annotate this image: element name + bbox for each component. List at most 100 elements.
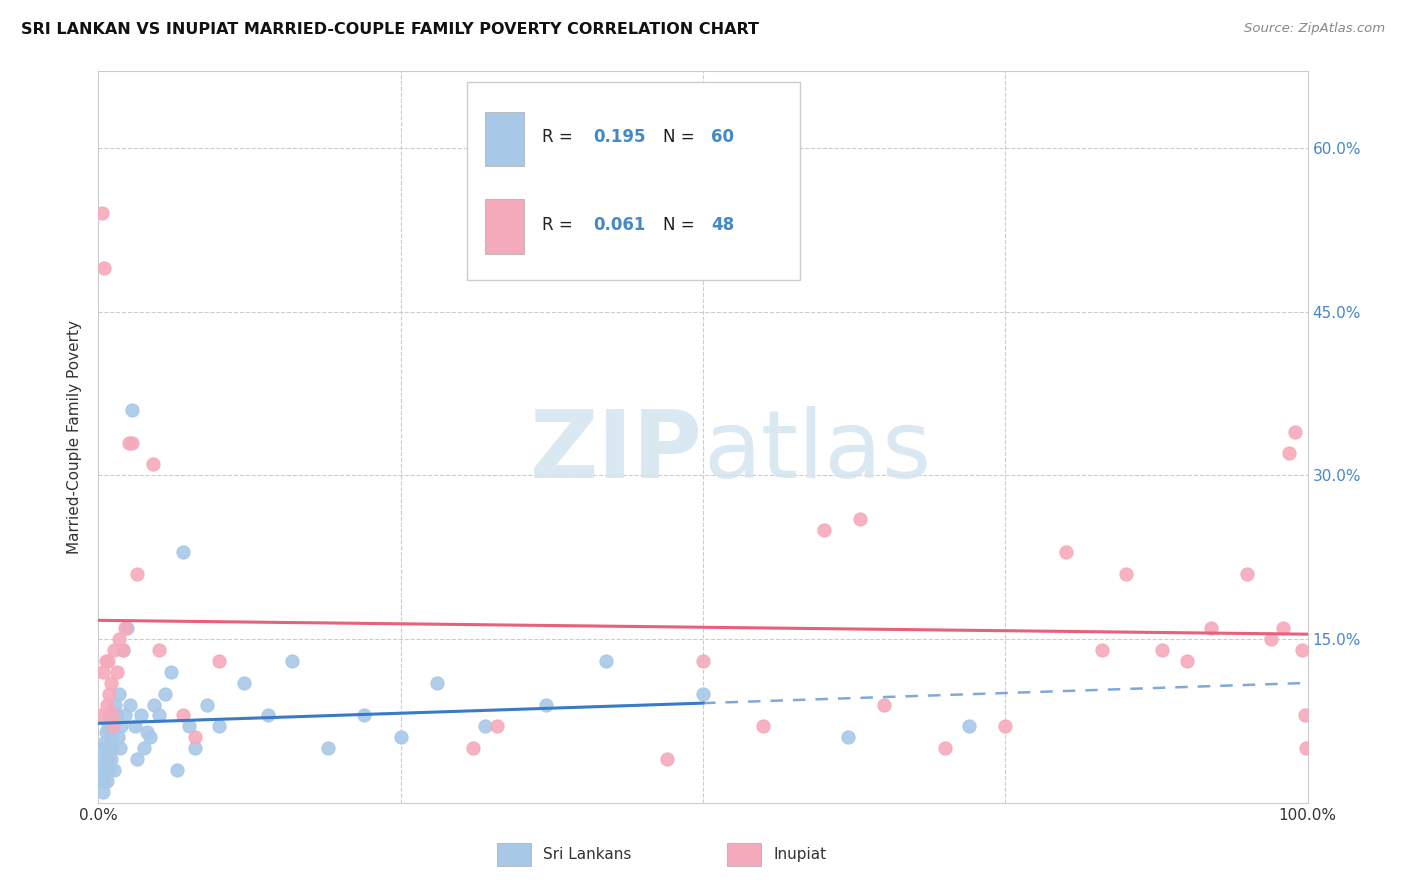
Point: [110, 719, 132, 733]
Point: [1291, 643, 1313, 657]
Point: [91, 206, 114, 220]
Point: [93, 736, 115, 750]
Point: [114, 708, 136, 723]
Point: [256, 708, 278, 723]
Point: [837, 731, 859, 745]
FancyBboxPatch shape: [467, 82, 800, 280]
FancyBboxPatch shape: [498, 843, 531, 866]
Point: [91, 752, 114, 766]
Point: [91, 785, 114, 799]
Text: Sri Lankans: Sri Lankans: [543, 847, 631, 863]
Point: [184, 741, 207, 756]
Point: [97, 654, 120, 668]
Text: ZIP: ZIP: [530, 406, 703, 498]
Point: [108, 741, 131, 756]
Point: [107, 731, 129, 745]
Point: [1272, 621, 1295, 635]
Point: [118, 435, 141, 450]
Point: [1199, 621, 1222, 635]
Point: [105, 665, 128, 679]
Point: [104, 698, 127, 712]
Point: [139, 731, 162, 745]
Text: 0.061: 0.061: [593, 216, 645, 234]
Point: [108, 687, 131, 701]
Point: [957, 719, 980, 733]
Y-axis label: Married-Couple Family Poverty: Married-Couple Family Poverty: [67, 320, 83, 554]
Point: [1284, 425, 1306, 439]
Point: [316, 741, 339, 756]
Point: [101, 719, 124, 733]
Point: [96, 698, 118, 712]
Point: [172, 545, 194, 559]
Point: [426, 675, 449, 690]
Point: [114, 621, 136, 635]
Point: [90, 708, 112, 723]
Text: atlas: atlas: [703, 406, 931, 498]
Point: [849, 512, 872, 526]
Point: [143, 698, 166, 712]
Text: Source: ZipAtlas.com: Source: ZipAtlas.com: [1244, 22, 1385, 36]
Point: [463, 741, 485, 756]
Point: [166, 763, 188, 777]
Text: SRI LANKAN VS INUPIAT MARRIED-COUPLE FAMILY POVERTY CORRELATION CHART: SRI LANKAN VS INUPIAT MARRIED-COUPLE FAM…: [21, 22, 759, 37]
Point: [692, 687, 714, 701]
Text: N =: N =: [664, 216, 700, 234]
Point: [103, 643, 125, 657]
Point: [994, 719, 1017, 733]
Point: [172, 708, 194, 723]
Point: [134, 741, 156, 756]
Point: [934, 741, 956, 756]
Point: [1091, 643, 1114, 657]
Point: [100, 752, 122, 766]
Point: [100, 708, 122, 723]
Point: [127, 566, 149, 581]
Point: [94, 724, 117, 739]
Point: [752, 719, 775, 733]
Text: R =: R =: [543, 216, 578, 234]
Text: 0.195: 0.195: [593, 128, 645, 146]
Point: [1115, 566, 1137, 581]
Point: [160, 665, 183, 679]
Point: [1054, 545, 1077, 559]
Point: [91, 774, 114, 789]
Point: [118, 698, 141, 712]
Point: [148, 643, 170, 657]
Point: [121, 402, 143, 417]
Point: [90, 763, 112, 777]
Point: [111, 643, 134, 657]
Point: [142, 458, 165, 472]
Point: [1295, 741, 1317, 756]
Point: [389, 731, 412, 745]
Point: [103, 763, 125, 777]
Point: [108, 632, 131, 646]
Point: [534, 698, 557, 712]
Point: [353, 708, 375, 723]
Point: [98, 763, 121, 777]
Point: [281, 654, 304, 668]
Point: [153, 687, 176, 701]
Point: [208, 654, 231, 668]
Point: [135, 724, 157, 739]
Point: [129, 708, 152, 723]
Point: [93, 260, 115, 275]
Point: [486, 719, 509, 733]
Point: [1236, 566, 1258, 581]
FancyBboxPatch shape: [485, 200, 524, 254]
Point: [184, 731, 207, 745]
Point: [1278, 446, 1301, 460]
Point: [655, 752, 678, 766]
Point: [208, 719, 231, 733]
Point: [595, 654, 617, 668]
Point: [1260, 632, 1282, 646]
Point: [232, 675, 254, 690]
Text: Inupiat: Inupiat: [773, 847, 827, 863]
FancyBboxPatch shape: [727, 843, 761, 866]
Text: 60: 60: [711, 128, 734, 146]
Point: [111, 643, 134, 657]
Point: [1294, 708, 1316, 723]
Point: [100, 675, 122, 690]
Point: [98, 687, 121, 701]
Point: [1175, 654, 1198, 668]
Point: [91, 741, 114, 756]
Text: N =: N =: [664, 128, 700, 146]
